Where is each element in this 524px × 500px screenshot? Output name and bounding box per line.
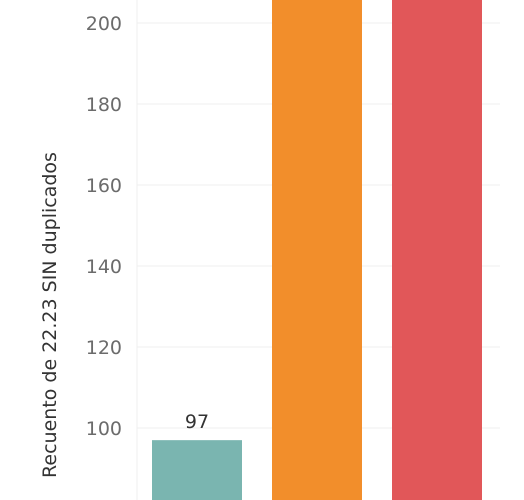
bar xyxy=(152,440,242,500)
bar xyxy=(272,0,362,500)
y-tick-label: 180 xyxy=(86,94,122,116)
data-labels: 97 xyxy=(185,411,209,433)
bars xyxy=(152,0,482,500)
y-tick-label: 140 xyxy=(86,256,122,278)
y-axis-ticks: 80100120140160180200 xyxy=(86,13,122,500)
y-tick-label: 200 xyxy=(86,13,122,35)
y-axis-title: Recuento de 22.23 SIN duplicados xyxy=(39,152,61,478)
y-tick-label: 160 xyxy=(86,175,122,197)
y-tick-label: 100 xyxy=(86,418,122,440)
y-tick-label: 120 xyxy=(86,337,122,359)
bar xyxy=(392,0,482,500)
bar-value-label: 97 xyxy=(185,411,209,433)
